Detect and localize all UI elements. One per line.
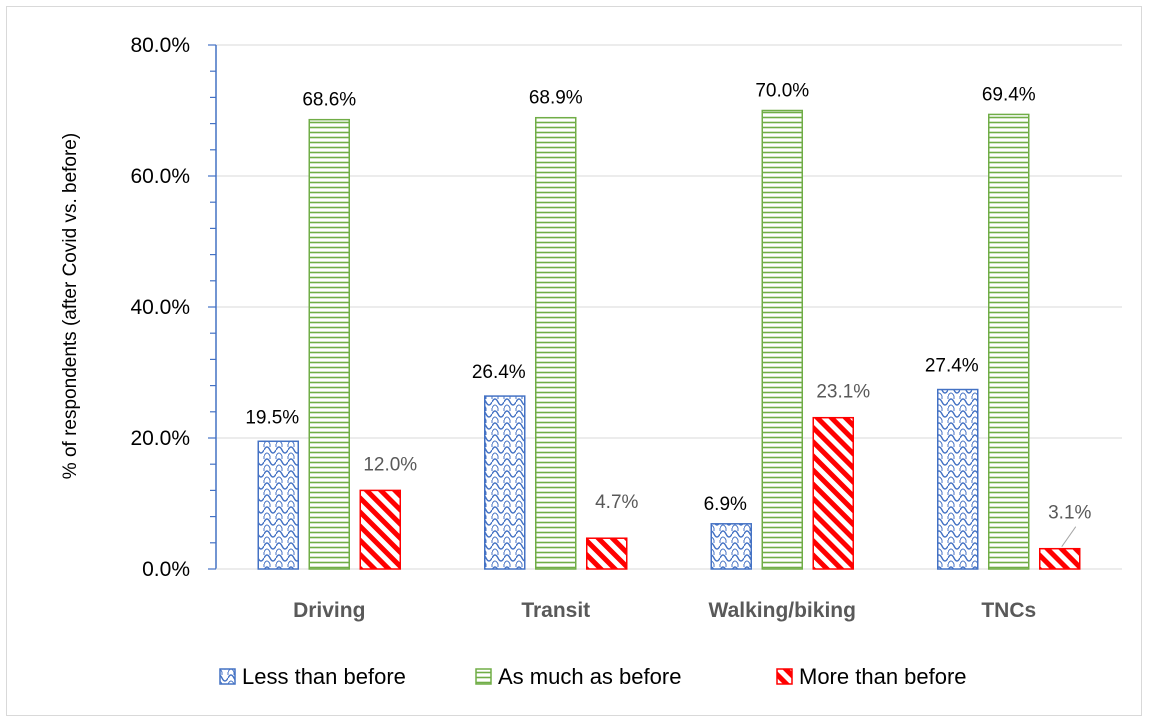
category-label: Walking/biking (709, 599, 856, 622)
legend-label: More than before (799, 664, 967, 689)
bar-as-much-as-before (535, 116, 577, 570)
category-label: Driving (293, 599, 365, 622)
legend-swatch-as-much-as-before (475, 668, 492, 685)
y-tick-label: 0.0% (142, 558, 190, 581)
bar-more-than-before (1039, 547, 1081, 570)
data-label: 26.4% (472, 362, 526, 383)
y-tick-label: 80.0% (130, 34, 190, 57)
legend: Less than before As much as before More th… (219, 664, 967, 689)
data-label: 23.1% (816, 382, 870, 403)
bar-less-than-before (710, 523, 752, 570)
legend-label: As much as before (498, 664, 681, 689)
legend-label: Less than before (242, 664, 406, 689)
y-tick-label: 60.0% (130, 165, 190, 188)
bar-as-much-as-before (308, 118, 350, 570)
data-labels: 19.5% 68.6% 12.0% 26.4% 68.9% 4.7% 6.9% 70.0% 23… (245, 81, 1092, 547)
data-label: 68.9% (529, 88, 583, 109)
data-label: 6.9% (704, 494, 747, 515)
data-label: 68.6% (302, 90, 356, 111)
bar-less-than-before (257, 440, 299, 570)
y-axis: 0.0% 20.0% 40.0% 60.0% 80.0% (130, 34, 1122, 581)
y-tick-label: 40.0% (130, 296, 190, 319)
data-label: 69.4% (982, 84, 1036, 105)
data-label: 4.7% (595, 492, 638, 513)
data-label: 19.5% (245, 407, 299, 428)
chart-frame (6, 6, 1142, 716)
data-label: 3.1% (1048, 503, 1091, 524)
bar-more-than-before (812, 416, 854, 570)
data-label: 12.0% (363, 454, 417, 475)
bar-as-much-as-before (761, 109, 803, 570)
category-label: Transit (521, 599, 590, 622)
x-axis-categories: Driving Transit Walking/biking TNCs (293, 599, 1036, 622)
bar-more-than-before (586, 537, 628, 570)
legend-swatch-more-than-before (776, 668, 793, 685)
data-label: 70.0% (755, 81, 809, 102)
bars (257, 109, 1081, 570)
legend-swatch-less-than-before (219, 668, 236, 685)
bar-as-much-as-before (988, 113, 1030, 570)
category-label: TNCs (981, 599, 1036, 622)
data-label: 27.4% (925, 356, 979, 377)
bar-less-than-before (484, 395, 526, 570)
y-tick-label: 20.0% (130, 427, 190, 450)
bar-less-than-before (937, 388, 979, 570)
bar-more-than-before (359, 489, 401, 570)
y-axis-title: % of respondents (after Covid vs. before… (60, 133, 81, 479)
data-label-leader (1061, 526, 1077, 547)
